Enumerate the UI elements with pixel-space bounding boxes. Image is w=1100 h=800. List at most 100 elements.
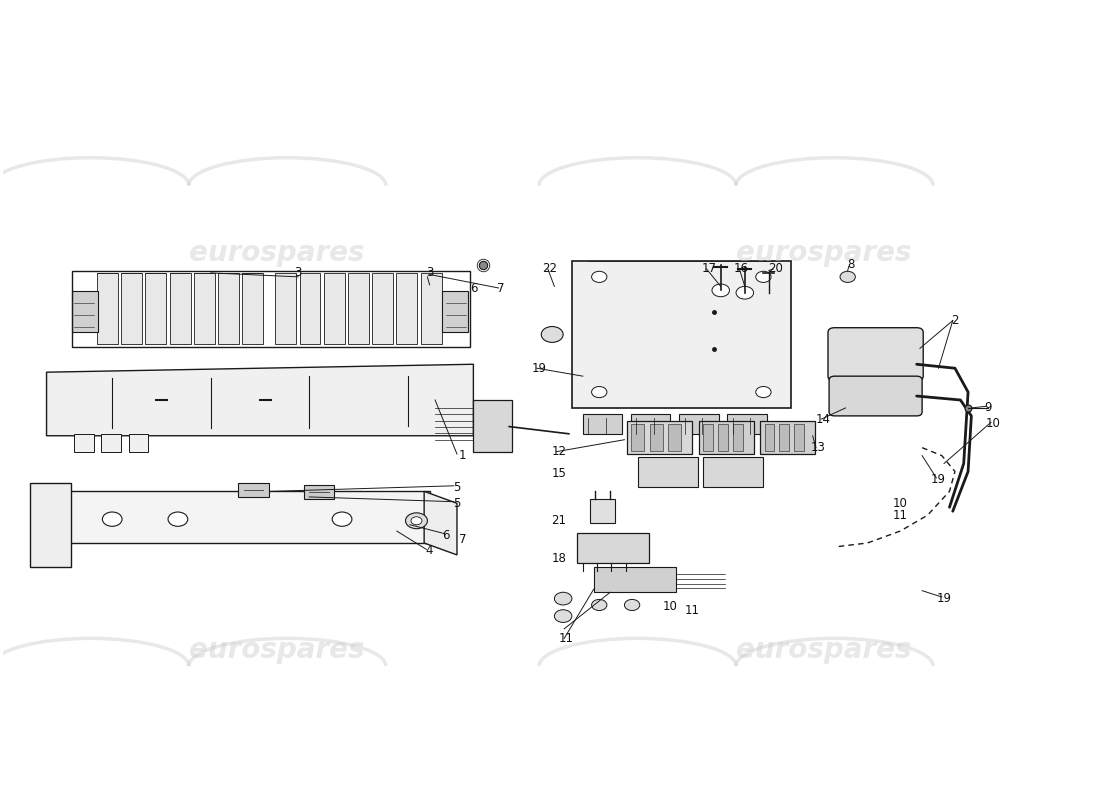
Bar [668,424,681,451]
Text: 2: 2 [952,314,959,327]
Bar [760,421,815,454]
Circle shape [625,599,640,610]
Bar [764,424,774,451]
Text: 5: 5 [453,497,461,510]
Bar [68,491,430,543]
Bar [420,273,441,344]
Text: 10: 10 [893,497,907,510]
Bar [238,482,268,497]
Bar [583,414,623,434]
Bar [703,424,713,451]
Bar [594,567,675,592]
Bar [627,421,692,454]
Text: 13: 13 [811,441,826,454]
Text: 11: 11 [893,509,907,522]
Bar [169,273,190,344]
Circle shape [840,271,856,282]
Bar [129,434,149,452]
Text: 18: 18 [551,552,566,566]
Bar [703,457,763,487]
Circle shape [102,512,122,526]
Bar [679,414,718,434]
Text: 15: 15 [551,466,566,479]
Bar [473,400,512,452]
Bar [780,424,789,451]
Text: 17: 17 [701,262,716,275]
Bar [591,499,615,523]
Bar [72,270,470,346]
Circle shape [756,271,771,282]
Circle shape [168,512,188,526]
Bar [72,291,98,333]
Bar [74,434,94,452]
Circle shape [554,592,572,605]
Circle shape [411,517,422,525]
Bar [145,273,166,344]
Polygon shape [425,491,456,555]
Bar [194,273,214,344]
Bar [121,273,142,344]
Circle shape [592,599,607,610]
Text: 6: 6 [470,282,477,295]
Text: eurospares: eurospares [736,636,912,664]
Bar [218,273,239,344]
Circle shape [592,271,607,282]
Text: 3: 3 [295,266,302,279]
Text: 1: 1 [459,449,466,462]
Circle shape [756,386,771,398]
Text: eurospares: eurospares [736,239,912,267]
Text: 7: 7 [497,282,505,295]
Text: 16: 16 [734,262,749,275]
Circle shape [592,386,607,398]
Circle shape [736,286,754,299]
Bar [794,424,804,451]
Circle shape [554,610,572,622]
Text: 14: 14 [816,414,832,426]
Circle shape [712,284,729,297]
FancyBboxPatch shape [829,376,922,416]
Text: 9: 9 [984,402,991,414]
Text: 12: 12 [551,445,566,458]
Bar [275,273,296,344]
Bar [727,414,767,434]
Text: 20: 20 [768,262,783,275]
Text: 19: 19 [531,362,547,374]
Text: 5: 5 [453,481,461,494]
Bar [698,421,754,454]
FancyBboxPatch shape [828,328,923,381]
Text: eurospares: eurospares [188,239,364,267]
Text: eurospares: eurospares [188,636,364,664]
Bar [572,261,791,408]
Text: 4: 4 [426,545,433,558]
Circle shape [406,513,428,529]
Bar [578,533,649,563]
Text: 21: 21 [551,514,566,527]
Text: 19: 19 [931,473,946,486]
Text: 19: 19 [936,592,952,605]
Bar [631,424,645,451]
Text: 22: 22 [542,262,558,275]
Text: 11: 11 [685,604,700,617]
Bar [304,485,334,499]
Text: 3: 3 [426,266,433,279]
Circle shape [332,512,352,526]
Bar [242,273,263,344]
Bar [396,273,417,344]
Bar [638,457,697,487]
Text: 7: 7 [459,533,466,546]
Text: 10: 10 [986,418,1001,430]
Bar [441,291,468,333]
Bar [97,273,118,344]
Text: 10: 10 [663,600,678,613]
Bar [372,273,393,344]
Circle shape [541,326,563,342]
Bar [348,273,369,344]
Bar [650,424,662,451]
Bar [299,273,320,344]
Polygon shape [30,483,70,567]
Text: 11: 11 [559,632,574,645]
Bar [323,273,344,344]
Text: 6: 6 [442,529,450,542]
Bar [101,434,121,452]
Bar [631,414,670,434]
